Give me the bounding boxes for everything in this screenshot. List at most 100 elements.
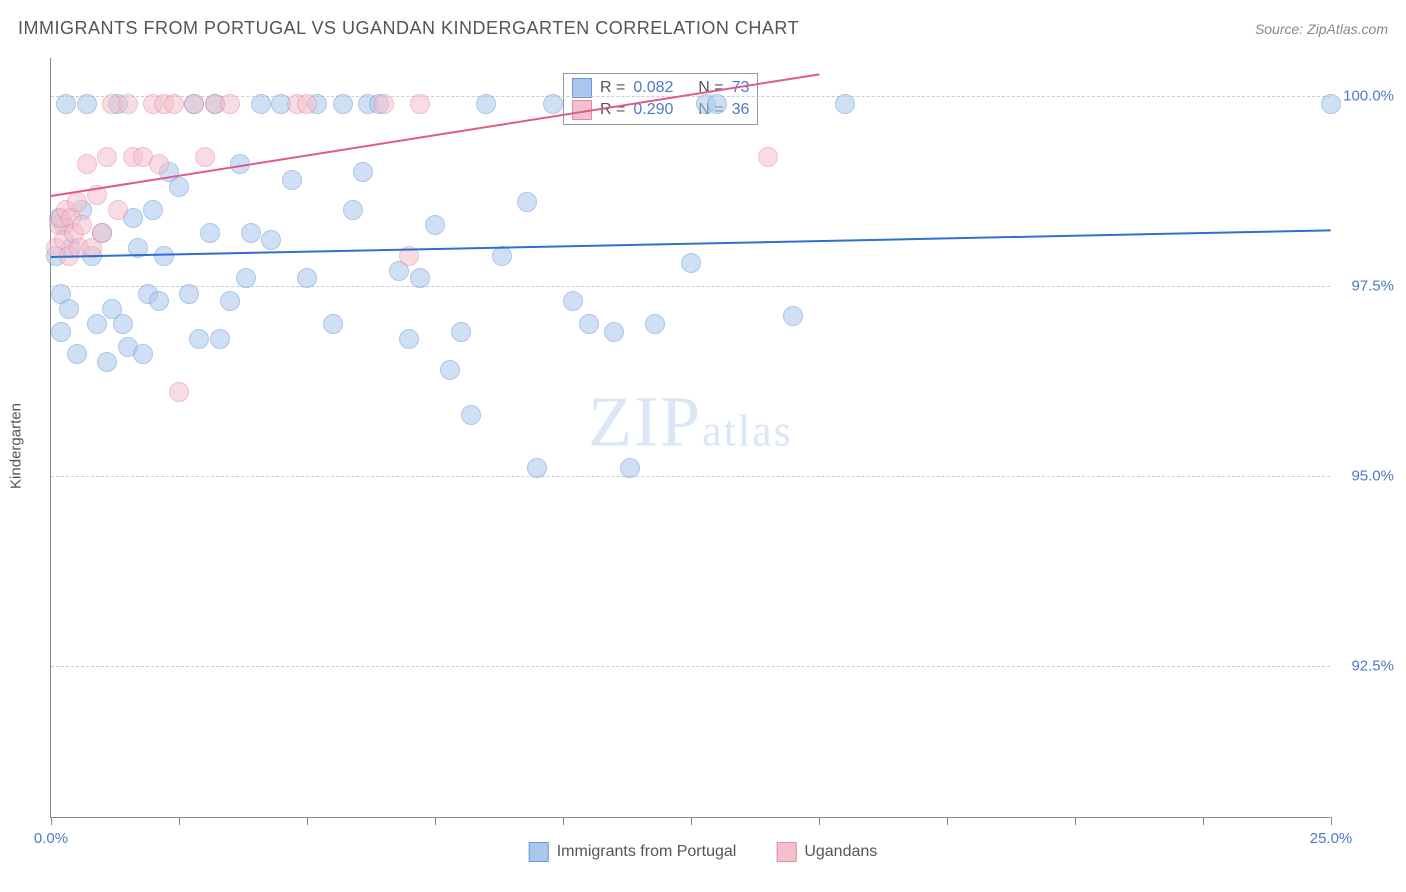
legend-item-ugandans: Ugandans — [776, 842, 877, 862]
data-point — [451, 322, 471, 342]
data-point — [56, 94, 76, 114]
legend-swatch-portugal — [529, 842, 549, 862]
data-point — [374, 94, 394, 114]
data-point — [67, 192, 87, 212]
data-point — [604, 322, 624, 342]
data-point — [118, 94, 138, 114]
stats-r-value: 0.290 — [633, 101, 673, 119]
data-point — [133, 344, 153, 364]
data-point — [620, 458, 640, 478]
xtick — [1331, 817, 1332, 825]
ytick-label: 92.5% — [1334, 658, 1394, 675]
xtick-label: 0.0% — [34, 830, 68, 847]
xtick — [1203, 817, 1204, 825]
data-point — [97, 147, 117, 167]
data-point — [179, 284, 199, 304]
data-point — [1321, 94, 1341, 114]
xtick-label: 25.0% — [1310, 830, 1353, 847]
y-axis-label: Kindergarten — [8, 403, 25, 489]
source-label: Source: ZipAtlas.com — [1255, 21, 1388, 37]
xtick — [947, 817, 948, 825]
data-point — [517, 192, 537, 212]
data-point — [72, 215, 92, 235]
data-point — [251, 94, 271, 114]
stats-r-label: R = — [600, 79, 625, 97]
data-point — [835, 94, 855, 114]
stats-r-value: 0.082 — [633, 79, 673, 97]
data-point — [410, 94, 430, 114]
data-point — [297, 94, 317, 114]
watermark-small: atlas — [702, 407, 793, 456]
data-point — [399, 329, 419, 349]
data-point — [149, 154, 169, 174]
watermark-big: ZIP — [588, 382, 702, 462]
gridline — [51, 666, 1330, 667]
data-point — [87, 314, 107, 334]
ytick-label: 100.0% — [1334, 88, 1394, 105]
legend-item-portugal: Immigrants from Portugal — [529, 842, 737, 862]
data-point — [200, 223, 220, 243]
data-point — [297, 268, 317, 288]
xtick — [1075, 817, 1076, 825]
legend-swatch-ugandans — [776, 842, 796, 862]
data-point — [164, 94, 184, 114]
data-point — [143, 200, 163, 220]
data-point — [220, 94, 240, 114]
xtick — [435, 817, 436, 825]
data-point — [97, 352, 117, 372]
stats-n-value: 36 — [732, 101, 750, 119]
plot-area: ZIPatlas R =0.082 N =73R =0.290 N =36 92… — [50, 58, 1330, 818]
data-point — [333, 94, 353, 114]
data-point — [113, 314, 133, 334]
xtick — [563, 817, 564, 825]
data-point — [425, 215, 445, 235]
data-point — [527, 458, 547, 478]
data-point — [67, 344, 87, 364]
data-point — [108, 200, 128, 220]
trend-line — [51, 73, 819, 197]
data-point — [783, 306, 803, 326]
xtick — [691, 817, 692, 825]
data-point — [440, 360, 460, 380]
xtick — [307, 817, 308, 825]
data-point — [220, 291, 240, 311]
xtick — [179, 817, 180, 825]
data-point — [149, 291, 169, 311]
data-point — [353, 162, 373, 182]
xtick — [51, 817, 52, 825]
data-point — [189, 329, 209, 349]
data-point — [92, 223, 112, 243]
data-point — [210, 329, 230, 349]
data-point — [323, 314, 343, 334]
data-point — [645, 314, 665, 334]
data-point — [343, 200, 363, 220]
data-point — [236, 268, 256, 288]
data-point — [461, 405, 481, 425]
data-point — [241, 223, 261, 243]
data-point — [77, 94, 97, 114]
data-point — [758, 147, 778, 167]
data-point — [195, 147, 215, 167]
data-point — [59, 299, 79, 319]
ytick-label: 95.0% — [1334, 468, 1394, 485]
ytick-label: 97.5% — [1334, 278, 1394, 295]
bottom-legend: Immigrants from Portugal Ugandans — [529, 842, 878, 862]
data-point — [51, 322, 71, 342]
data-point — [261, 230, 281, 250]
gridline — [51, 96, 1330, 97]
data-point — [476, 94, 496, 114]
gridline — [51, 476, 1330, 477]
data-point — [681, 253, 701, 273]
data-point — [563, 291, 583, 311]
title-bar: IMMIGRANTS FROM PORTUGAL VS UGANDAN KIND… — [18, 18, 1388, 39]
data-point — [543, 94, 563, 114]
data-point — [579, 314, 599, 334]
legend-label-ugandans: Ugandans — [804, 843, 877, 861]
xtick — [819, 817, 820, 825]
data-point — [707, 94, 727, 114]
data-point — [77, 154, 97, 174]
data-point — [410, 268, 430, 288]
chart-title: IMMIGRANTS FROM PORTUGAL VS UGANDAN KIND… — [18, 18, 799, 39]
legend-label-portugal: Immigrants from Portugal — [557, 843, 737, 861]
data-point — [169, 382, 189, 402]
